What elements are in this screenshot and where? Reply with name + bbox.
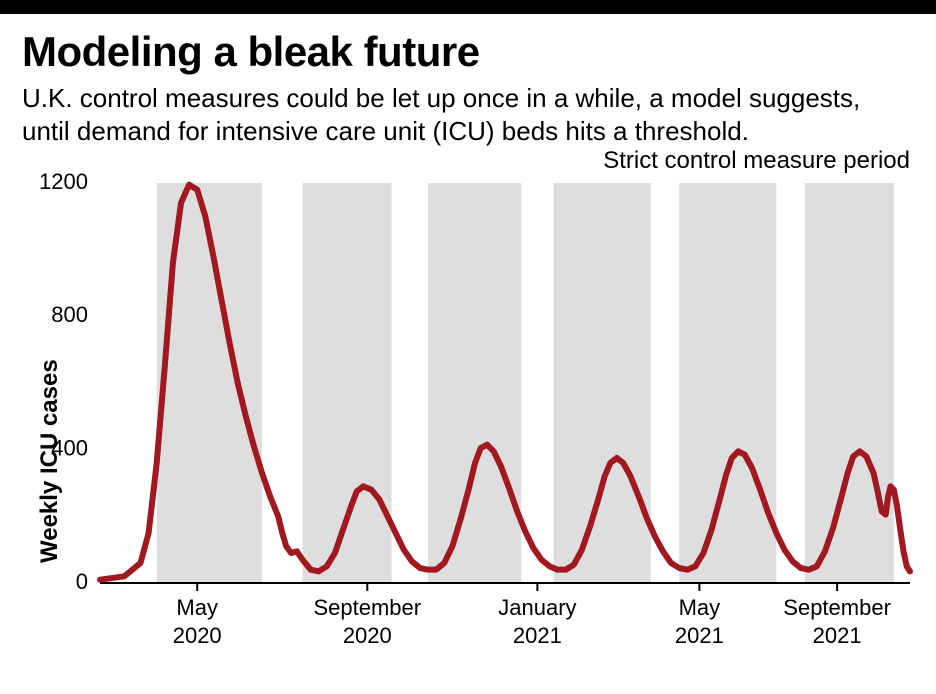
x-ticks: May 2020 September 2020 January 2021 May 2021 Se… (173, 583, 891, 648)
x-tick-label-line1: September (313, 595, 421, 620)
subtitle: U.K. control measures could be let up on… (22, 82, 914, 147)
x-tick-label-line1: September (783, 595, 891, 620)
page-title: Modeling a bleak future (22, 30, 914, 74)
y-tick-label: 1200 (39, 169, 88, 194)
legend-label: Strict control measure period (603, 147, 910, 175)
chart-area: Strict control measure period Weekly ICU… (0, 153, 936, 673)
x-tick-label-line1: January (498, 595, 576, 620)
control-period-band (679, 183, 776, 583)
control-period-band (805, 183, 894, 583)
header: Modeling a bleak future U.K. control mea… (0, 14, 936, 153)
x-tick-label-line1: May (679, 595, 721, 620)
x-tick-label-line1: May (176, 595, 218, 620)
x-tick-label-line2: 2020 (173, 623, 222, 648)
y-tick-label: 800 (51, 302, 88, 327)
control-period-band (428, 183, 521, 583)
control-period-band (554, 183, 651, 583)
chart-svg: 04008001200 May2020September2020January2… (0, 153, 936, 673)
x-tick-label-line2: 2021 (813, 623, 862, 648)
y-axis-label: Weekly ICU cases (36, 359, 64, 563)
x-tick-label-line2: 2021 (513, 623, 562, 648)
control-period-bands (157, 183, 894, 583)
y-tick-label: 0 (76, 569, 88, 594)
top-bar (0, 0, 936, 14)
x-tick-label-line2: 2020 (343, 623, 392, 648)
x-tick-label-line2: 2021 (675, 623, 724, 648)
